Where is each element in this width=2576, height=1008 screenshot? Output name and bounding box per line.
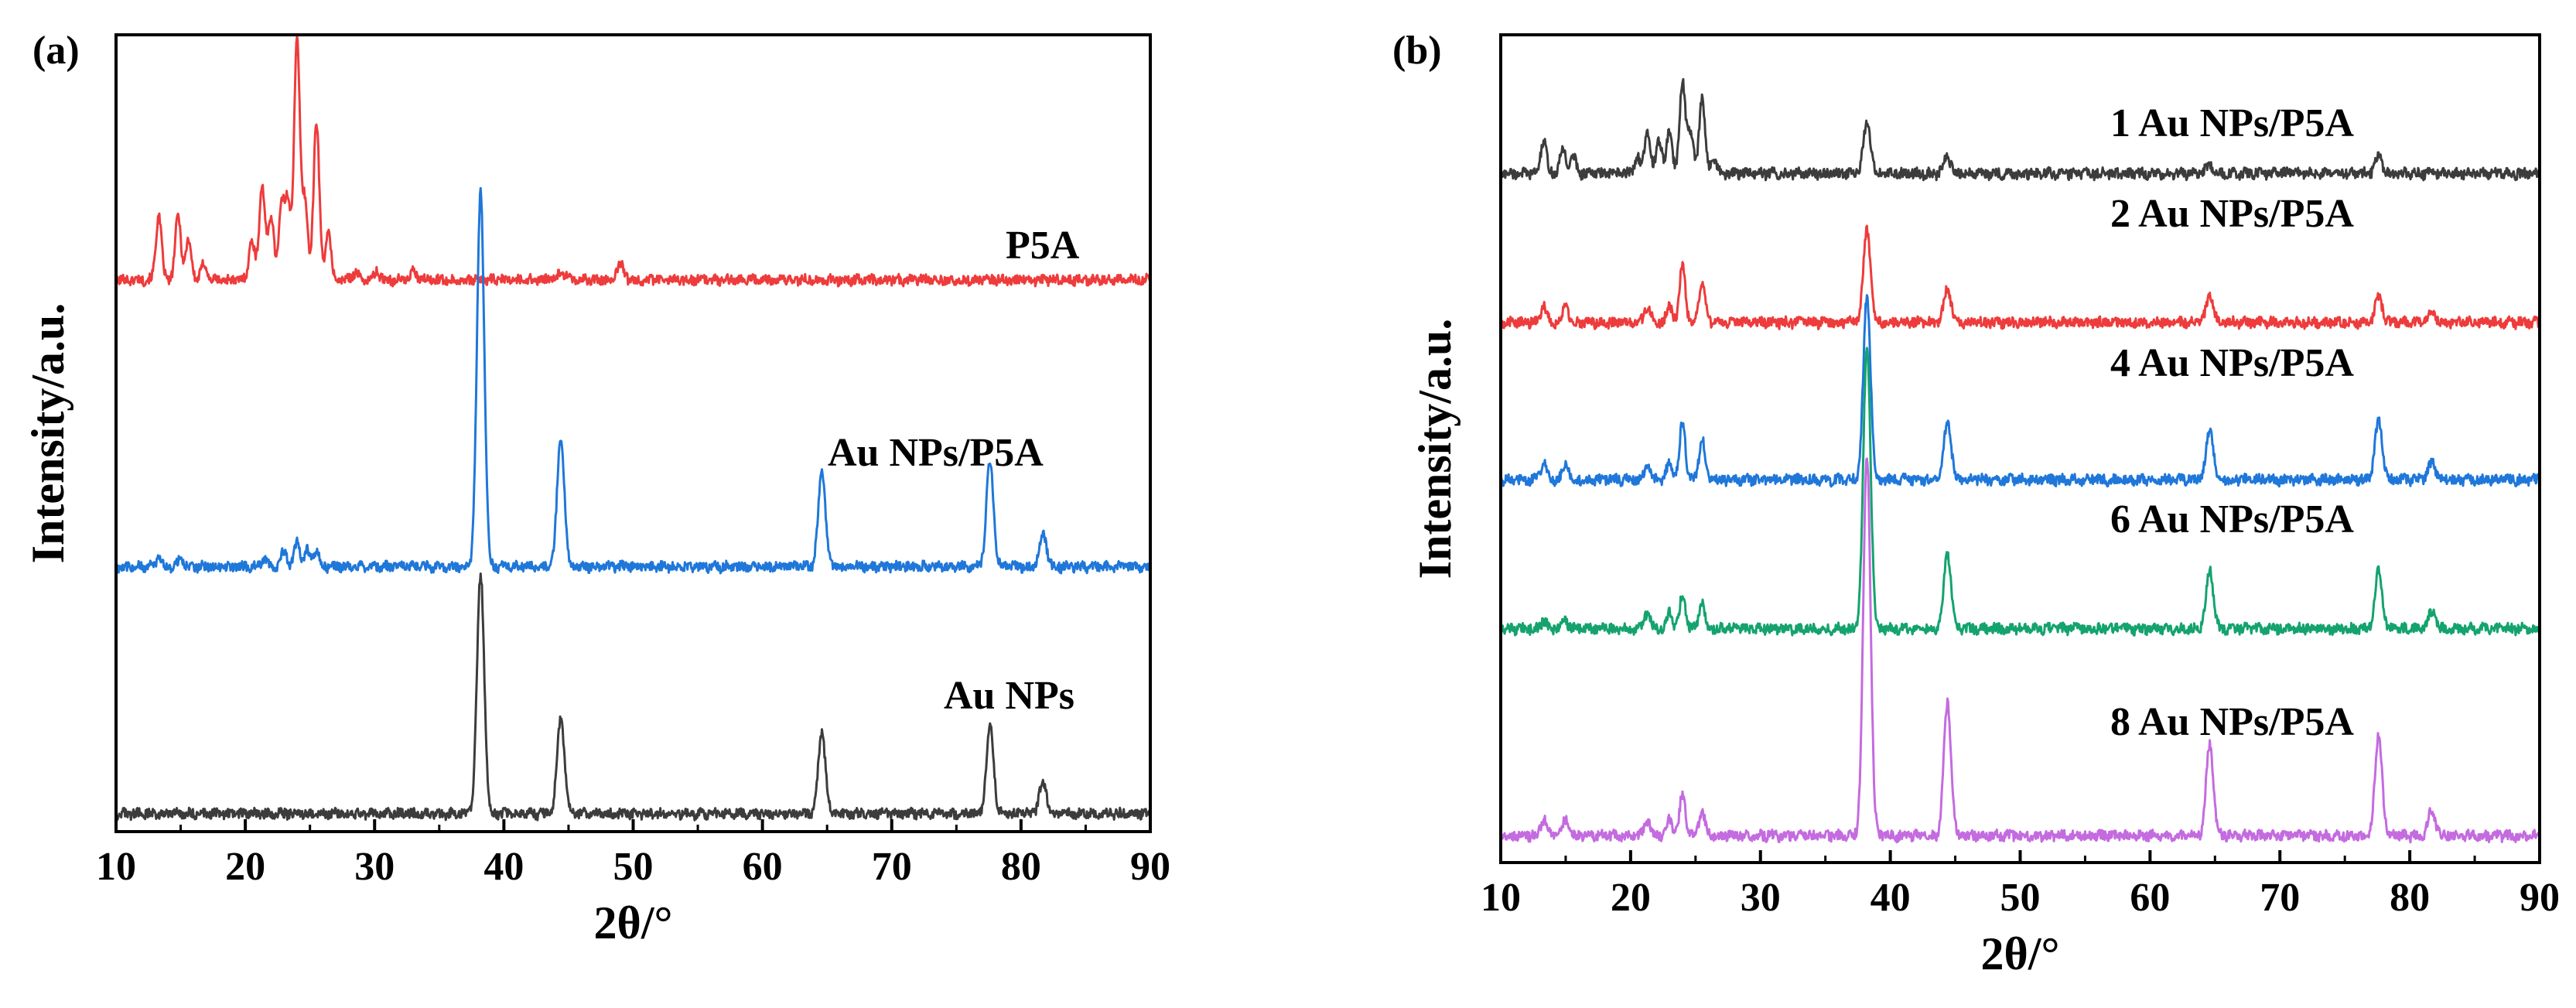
series-line-au-nps-p5a (114, 186, 1152, 575)
panel-label: (b) (1392, 29, 1442, 73)
series-line-2-au-nps-p5a (1499, 224, 2540, 330)
x-tick-label: 20 (1611, 876, 1651, 920)
y-axis-title: Intensity/a.u. (1409, 319, 1461, 579)
x-tick-label: 10 (96, 845, 136, 889)
x-tick-label: 40 (483, 845, 524, 889)
panel-a: (a) P5A Au NPs/P5A Au NPs 10 20 30 40 50 60 70 80 90… (22, 29, 1170, 948)
x-tick-label: 30 (1741, 876, 1781, 920)
series-label: 4 Au NPs/P5A (2110, 341, 2354, 385)
y-axis-title: Intensity/a.u. (22, 303, 73, 564)
x-tick-label: 50 (613, 845, 654, 889)
series-label: P5A (1006, 224, 1080, 268)
x-tick-label: 90 (1130, 845, 1170, 889)
series-line-8-au-nps-p5a (1499, 457, 2540, 844)
series-line-1-au-nps-p5a (1499, 77, 2541, 182)
x-tick-label: 20 (225, 845, 265, 889)
series-label: Au NPs/P5A (828, 431, 1044, 475)
x-tick-label: 70 (872, 845, 912, 889)
x-tick-label: 40 (1871, 876, 1911, 920)
panel-label: (a) (32, 29, 80, 73)
x-tick-label: 80 (1001, 845, 1041, 889)
series-label: 2 Au NPs/P5A (2110, 192, 2354, 236)
series-label: 8 Au NPs/P5A (2110, 700, 2354, 744)
series-label: 1 Au NPs/P5A (2110, 101, 2354, 145)
series-line-6-au-nps-p5a (1499, 347, 2541, 637)
x-axis-title: 2θ/° (594, 897, 673, 948)
series-line-4-au-nps-p5a (1499, 294, 2541, 488)
x-tick-label: 70 (2260, 876, 2300, 920)
series-label: 6 Au NPs/P5A (2110, 497, 2354, 542)
series-label: Au NPs (944, 674, 1074, 718)
x-tick-label: 60 (2130, 876, 2170, 920)
series-line-au-nps (114, 572, 1152, 822)
x-axis-title: 2θ/° (1981, 928, 2060, 979)
x-tick-label: 10 (1481, 876, 1521, 920)
x-tick-label: 80 (2390, 876, 2430, 920)
x-tick-label: 30 (354, 845, 395, 889)
x-tick-label: 50 (2000, 876, 2041, 920)
x-tick-label: 60 (743, 845, 783, 889)
x-tick-label: 90 (2520, 876, 2560, 920)
series-line-p5a (114, 35, 1152, 288)
panel-b: (b) 1 Au NPs/P5A 2 Au NPs/P5A 4 Au NPs/P5A 6… (1392, 29, 2560, 979)
